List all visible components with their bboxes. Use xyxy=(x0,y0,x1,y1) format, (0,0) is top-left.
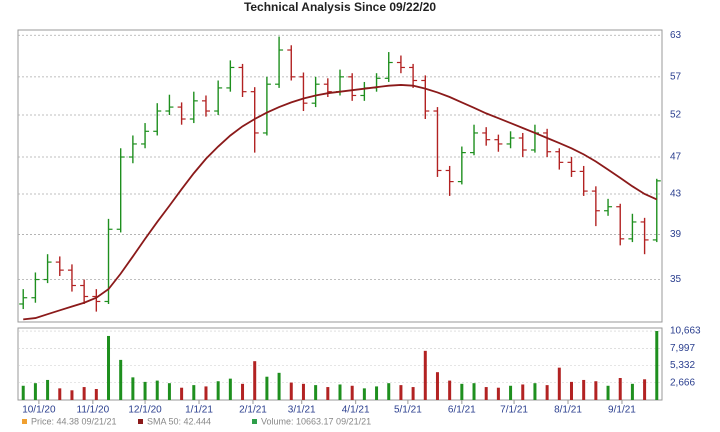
volume-bar xyxy=(375,386,379,400)
legend-label: Price: 44.38 09/21/21 xyxy=(31,416,117,426)
y-tick-label: 47 xyxy=(670,152,682,163)
volume-bar xyxy=(569,381,573,400)
volume-bar xyxy=(594,381,598,400)
x-tick-label: 6/1/21 xyxy=(448,405,476,416)
volume-bar xyxy=(94,389,98,400)
volume-bar xyxy=(423,350,427,400)
sma-line xyxy=(23,84,658,321)
volume-bar xyxy=(301,383,305,400)
volume-bar xyxy=(630,383,634,400)
volume-bar xyxy=(557,367,561,400)
x-tick-label: 2/1/21 xyxy=(239,405,267,416)
volume-bar xyxy=(338,384,342,400)
volume-bar xyxy=(216,381,220,400)
volume-bar xyxy=(618,378,622,400)
volume-bar xyxy=(33,383,37,400)
x-tick-label: 3/1/21 xyxy=(288,405,316,416)
volume-bar xyxy=(533,383,537,400)
volume-bar xyxy=(460,383,464,400)
volume-tick-label: 5,332 xyxy=(670,360,695,371)
y-tick-label: 63 xyxy=(670,30,682,41)
volume-bar xyxy=(228,378,232,400)
volume-bar xyxy=(253,361,257,400)
volume-bar xyxy=(131,377,135,400)
volume-bar xyxy=(350,385,354,400)
volume-bar xyxy=(167,383,171,400)
volume-bar xyxy=(241,383,245,400)
volume-bar xyxy=(58,388,62,400)
x-tick-label: 8/1/21 xyxy=(554,405,582,416)
volume-bar xyxy=(192,385,196,400)
x-tick-label: 12/1/20 xyxy=(128,405,162,416)
volume-bar xyxy=(472,383,476,400)
volume-bar xyxy=(399,385,403,400)
x-tick-label: 1/1/21 xyxy=(185,405,213,416)
legend-label: SMA 50: 42.444 xyxy=(147,416,211,426)
volume-tick-label: 10,663 xyxy=(670,326,701,337)
volume-bar xyxy=(326,387,330,400)
volume-bar xyxy=(484,387,488,400)
volume-bar xyxy=(545,385,549,400)
volume-bar xyxy=(119,359,123,400)
y-tick-label: 35 xyxy=(670,274,682,285)
volume-bar xyxy=(521,384,525,400)
volume-bar xyxy=(314,385,318,400)
volume-bar xyxy=(582,379,586,400)
volume-tick-label: 2,666 xyxy=(670,377,695,388)
volume-bar xyxy=(82,387,86,400)
y-tick-label: 43 xyxy=(670,189,682,200)
legend-label: Volume: 10663.17 09/21/21 xyxy=(261,416,371,426)
volume-bar xyxy=(46,379,50,400)
volume-bar xyxy=(411,387,415,400)
volume-bar xyxy=(387,383,391,400)
legend-swatch xyxy=(22,419,27,424)
volume-bar xyxy=(277,372,281,400)
x-tick-label: 10/1/20 xyxy=(22,405,56,416)
volume-tick-label: 7,997 xyxy=(670,343,695,354)
x-tick-label: 5/1/21 xyxy=(394,405,422,416)
volume-bar xyxy=(204,386,208,400)
volume-bar xyxy=(448,380,452,400)
volume-bar xyxy=(21,385,25,400)
y-tick-label: 39 xyxy=(670,229,682,240)
x-tick-label: 9/1/21 xyxy=(608,405,636,416)
volume-bar xyxy=(143,381,147,400)
volume-bar xyxy=(362,388,366,400)
volume-bar xyxy=(289,382,293,400)
x-tick-label: 4/1/21 xyxy=(342,405,370,416)
volume-bar xyxy=(265,376,269,400)
volume-bar xyxy=(107,335,111,400)
legend-swatch xyxy=(252,419,257,424)
legend-swatch xyxy=(138,419,143,424)
x-tick-label: 11/1/20 xyxy=(77,405,110,416)
x-tick-label: 7/1/21 xyxy=(500,405,528,416)
volume-bar xyxy=(606,385,610,400)
volume-bar xyxy=(655,331,659,400)
volume-bar xyxy=(509,385,513,400)
volume-bar xyxy=(435,372,439,400)
volume-bar xyxy=(496,387,500,400)
volume-bar xyxy=(70,390,74,400)
volume-bar xyxy=(180,387,184,400)
volume-bar xyxy=(643,379,647,400)
y-tick-label: 52 xyxy=(670,110,682,121)
volume-bar xyxy=(155,380,159,400)
chart-title: Technical Analysis Since 09/22/20 xyxy=(244,0,436,14)
price-panel xyxy=(17,29,663,323)
y-tick-label: 57 xyxy=(670,71,682,82)
